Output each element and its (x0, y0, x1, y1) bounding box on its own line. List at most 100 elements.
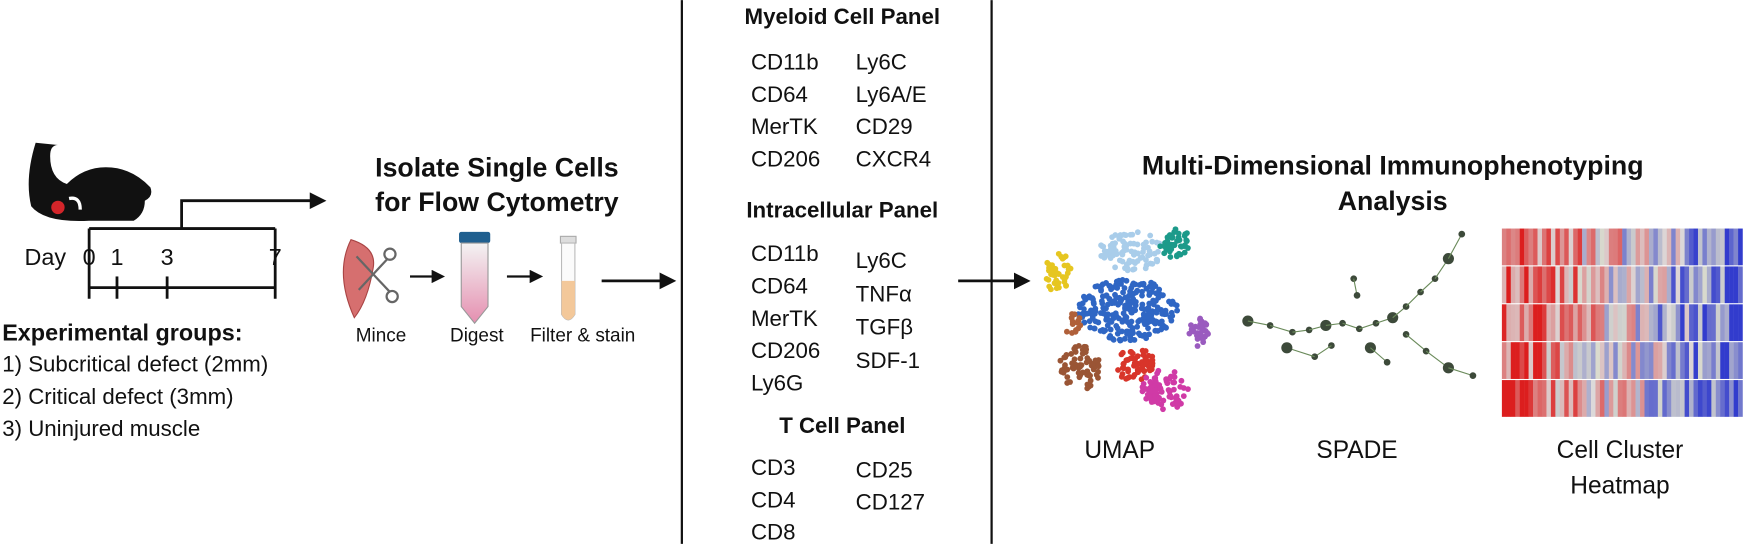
heatmap-cell (1533, 304, 1538, 342)
umap-dot (1190, 328, 1197, 335)
umap-dot (1067, 265, 1074, 272)
heatmap-cell (1648, 228, 1654, 266)
heatmap-cell (1533, 266, 1538, 304)
heatmap-cell (1559, 342, 1565, 379)
umap-dot (1055, 284, 1062, 291)
heatmap-cell (1635, 304, 1641, 342)
heatmap-cell (1582, 228, 1587, 266)
section-title: for Flow Cytometry (375, 187, 619, 217)
heatmap-cell (1613, 342, 1618, 379)
heatmap-cell (1546, 266, 1552, 304)
heatmap-cell (1617, 380, 1623, 417)
heatmap-cell (1729, 304, 1734, 342)
heatmap-cell (1724, 266, 1730, 304)
heatmap-cell (1706, 304, 1712, 342)
method-label: UMAP (1084, 437, 1155, 464)
heatmap-cell (1671, 304, 1676, 342)
umap-dot (1060, 369, 1067, 376)
umap-dot (1170, 379, 1177, 386)
heatmap-cell (1564, 228, 1569, 266)
heatmap-cell (1675, 342, 1681, 379)
umap-dot (1087, 324, 1094, 331)
umap-dot (1124, 319, 1131, 325)
heatmap-cell (1631, 342, 1636, 379)
umap-dot (1128, 348, 1135, 355)
heatmap-cell (1559, 228, 1565, 266)
heatmap-cell (1680, 342, 1685, 379)
heatmap-cell (1622, 342, 1627, 379)
umap-dot (1147, 232, 1154, 239)
heatmap-cell (1644, 380, 1650, 417)
umap-dot (1114, 330, 1121, 337)
umap-dot (1062, 253, 1069, 260)
heatmap-cell (1626, 304, 1632, 342)
umap-dot (1061, 262, 1068, 269)
heatmap-cell (1546, 228, 1552, 266)
marker-name: CD206 (751, 338, 820, 363)
umap-dot (1145, 252, 1151, 259)
umap-dot (1135, 250, 1141, 257)
umap-dot (1164, 238, 1171, 245)
marker-name: CD64 (751, 82, 808, 107)
heatmap-cell (1528, 304, 1534, 342)
heatmap-cell (1653, 342, 1659, 379)
muscle-icon (342, 239, 375, 319)
heatmap-cell (1706, 228, 1712, 266)
marker-name: CD206 (751, 146, 820, 171)
umap-dot (1069, 321, 1076, 328)
method-label: Heatmap (1570, 473, 1669, 500)
umap-dot (1185, 245, 1191, 251)
umap-dot (1046, 261, 1053, 268)
heatmap-cell (1680, 380, 1685, 417)
umap-dot (1089, 295, 1096, 301)
heatmap-cell (1577, 304, 1583, 342)
umap-dot (1167, 254, 1174, 260)
heatmap-cell (1604, 342, 1610, 379)
heatmap-cell (1622, 266, 1627, 304)
heatmap-cell (1528, 380, 1534, 417)
panel-title: Intracellular Panel (746, 198, 938, 223)
heatmap-cell (1577, 266, 1583, 304)
heatmap-cell (1617, 266, 1623, 304)
umap-dot (1061, 276, 1068, 282)
umap-dot (1099, 327, 1106, 333)
heatmap-cell (1608, 266, 1614, 304)
heatmap-cell (1653, 304, 1659, 342)
umap-dot (1154, 304, 1161, 311)
heatmap-cell (1550, 380, 1556, 417)
marker-name: CD11b (751, 241, 819, 266)
heatmap-cell (1564, 304, 1569, 342)
umap-dot (1168, 246, 1175, 253)
heatmap-cell (1608, 380, 1614, 417)
heatmap-cell (1582, 266, 1587, 304)
umap-dot (1092, 318, 1099, 325)
heatmap-cell (1657, 342, 1663, 379)
heatmap-cell (1506, 228, 1512, 266)
heatmap-cell (1537, 342, 1543, 379)
umap-dot (1116, 235, 1123, 242)
heatmap-cell (1591, 380, 1596, 417)
heatmap-cell (1582, 342, 1587, 379)
umap-dot (1135, 330, 1142, 337)
heatmap-cell (1640, 380, 1645, 417)
heatmap-cell (1640, 342, 1645, 379)
umap-dot (1143, 285, 1150, 292)
panel-title: T Cell Panel (779, 413, 905, 438)
umap-dot (1128, 248, 1135, 255)
umap-dot (1181, 249, 1188, 256)
umap-dot (1171, 369, 1178, 375)
heatmap-cell (1702, 342, 1708, 379)
heatmap-cell (1617, 304, 1623, 342)
heatmap-cell (1515, 380, 1520, 417)
umap-dot (1124, 330, 1130, 337)
umap-dot (1160, 292, 1166, 299)
heatmap-cell (1711, 266, 1717, 304)
heatmap-cell (1555, 380, 1561, 417)
heatmap-cell (1608, 304, 1614, 342)
heatmap-cell (1706, 380, 1712, 417)
umap-dot (1107, 318, 1113, 325)
umap-dot (1055, 280, 1062, 286)
heatmap-cell (1528, 266, 1534, 304)
umap-dot (1161, 250, 1168, 257)
heatmap-cell (1622, 304, 1627, 342)
